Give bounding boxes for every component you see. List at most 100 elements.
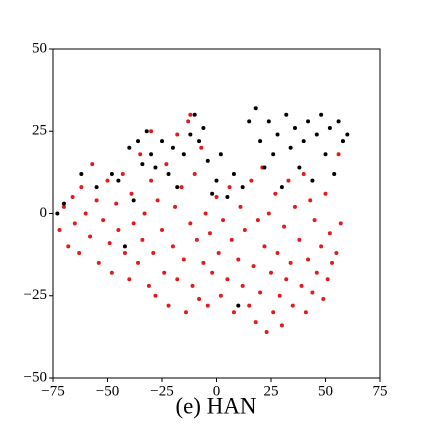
- point: [269, 270, 273, 275]
- point: [319, 244, 324, 249]
- point: [297, 237, 302, 242]
- point: [301, 139, 306, 144]
- point: [140, 162, 145, 167]
- point: [109, 172, 114, 177]
- point: [142, 211, 147, 216]
- point: [249, 178, 254, 183]
- point: [197, 297, 202, 302]
- point: [292, 125, 297, 130]
- point: [160, 139, 164, 144]
- point: [122, 244, 127, 249]
- point: [210, 270, 215, 275]
- point: [273, 191, 278, 196]
- point: [290, 303, 295, 308]
- point: [155, 198, 160, 203]
- point: [216, 250, 221, 255]
- point: [231, 172, 236, 177]
- point: [136, 139, 141, 144]
- x-tick-label: 75: [373, 383, 388, 399]
- point: [151, 250, 156, 255]
- point: [129, 191, 134, 196]
- point: [255, 218, 260, 223]
- point: [183, 310, 188, 315]
- point: [175, 132, 180, 137]
- point: [262, 165, 267, 170]
- point: [345, 132, 350, 137]
- point: [240, 185, 245, 190]
- point: [72, 221, 77, 226]
- point: [205, 303, 210, 308]
- point: [306, 257, 311, 262]
- point: [338, 221, 343, 226]
- point: [251, 264, 256, 269]
- point: [242, 227, 247, 232]
- point: [153, 293, 158, 298]
- x-tick-label: 25: [264, 383, 279, 399]
- point: [262, 244, 267, 249]
- y-tick-label: −50: [24, 369, 47, 385]
- point: [225, 277, 230, 282]
- point: [310, 178, 315, 183]
- point: [247, 119, 252, 124]
- point: [323, 152, 328, 157]
- x-tick-label: 50: [318, 383, 333, 399]
- point: [330, 260, 335, 265]
- point: [94, 198, 99, 203]
- point: [114, 201, 119, 206]
- point: [166, 172, 171, 177]
- point: [138, 152, 143, 157]
- point: [336, 119, 341, 124]
- plot-frame: [52, 48, 381, 379]
- point: [181, 152, 186, 157]
- point: [240, 283, 245, 288]
- point: [116, 227, 121, 232]
- point: [236, 303, 241, 308]
- point: [83, 211, 88, 216]
- point: [201, 260, 206, 265]
- point: [327, 125, 332, 130]
- point: [323, 191, 328, 196]
- point: [186, 119, 191, 124]
- point: [264, 329, 269, 334]
- point: [214, 178, 219, 183]
- point: [229, 237, 234, 242]
- point: [192, 112, 197, 117]
- point: [227, 185, 232, 190]
- point: [140, 237, 145, 242]
- point: [247, 303, 252, 308]
- point: [149, 129, 154, 134]
- y-tick-label: 0: [40, 205, 48, 221]
- point: [188, 112, 193, 117]
- point: [94, 185, 99, 190]
- point: [144, 129, 149, 134]
- point: [321, 297, 326, 302]
- point: [271, 152, 276, 157]
- point: [170, 145, 175, 150]
- point: [149, 178, 154, 183]
- point: [190, 283, 195, 288]
- point: [205, 158, 210, 163]
- point: [275, 250, 280, 255]
- point: [122, 250, 127, 255]
- point: [319, 112, 324, 117]
- point: [88, 234, 93, 239]
- point: [79, 185, 84, 190]
- point: [136, 260, 141, 265]
- point: [175, 185, 180, 190]
- point: [166, 303, 171, 308]
- point: [164, 162, 169, 167]
- point: [218, 152, 223, 157]
- y-tick-label: −25: [24, 287, 47, 303]
- point: [210, 191, 215, 196]
- point: [314, 132, 319, 137]
- point: [109, 270, 114, 275]
- point: [284, 112, 289, 117]
- point: [105, 178, 110, 183]
- point: [301, 172, 306, 177]
- point: [297, 165, 302, 170]
- point: [96, 260, 101, 265]
- point: [340, 139, 345, 144]
- point: [275, 132, 280, 137]
